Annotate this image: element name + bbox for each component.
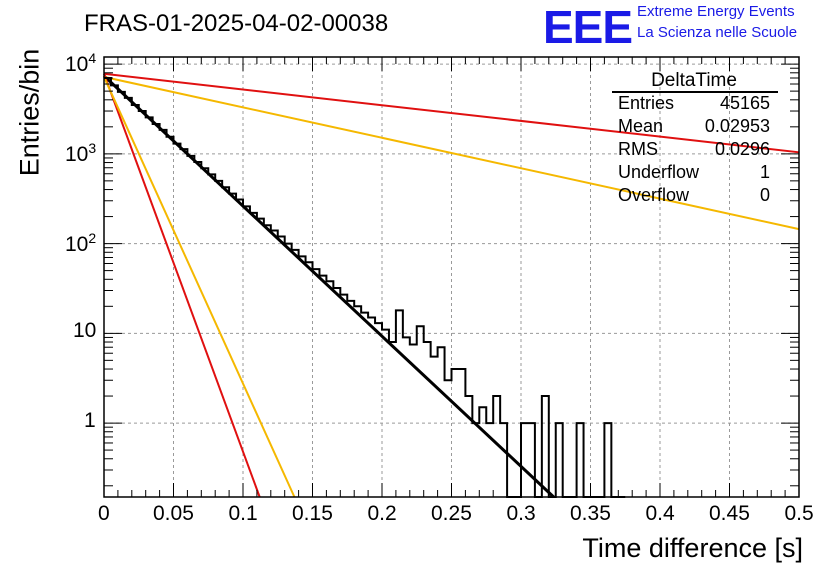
stats-label: Mean	[618, 116, 664, 136]
stats-label: Entries	[618, 93, 675, 113]
stats-row-overflow: Overflow 0	[618, 185, 770, 206]
histogram-steps	[104, 77, 626, 498]
stats-value: 0.02953	[704, 116, 770, 136]
series-red-slow	[103, 72, 800, 154]
page-title: FRAS-01-2025-04-02-00038	[84, 10, 389, 37]
series-fit	[102, 74, 555, 499]
series-red-fast	[103, 73, 261, 498]
x-tick-label: 0.4	[645, 502, 675, 525]
stats-label: Overflow	[618, 185, 690, 205]
x-tick-label: 0.45	[709, 502, 750, 525]
x-axis-label: Time difference [s]	[582, 533, 803, 563]
stats-value: 0.0296	[714, 139, 770, 159]
stats-label: RMS	[618, 139, 658, 159]
stats-title: DeltaTime	[651, 70, 737, 91]
series-yellow-fast	[103, 76, 296, 498]
y-tick-label: 103	[65, 139, 97, 166]
stats-label: Underflow	[618, 162, 700, 182]
y-tick-label: 102	[65, 229, 97, 256]
stats-value: 1	[759, 162, 770, 182]
histogram-layer	[104, 77, 626, 498]
logo-line-1: Extreme Energy Events	[637, 3, 795, 20]
stats-row-rms: RMS 0.0296	[618, 139, 770, 160]
axes	[103, 56, 800, 498]
y-tick-label: 10	[73, 319, 97, 343]
y-tick-label: 104	[65, 50, 97, 77]
x-tick-label: 0.5	[784, 502, 814, 525]
x-tick-label: 0	[98, 502, 110, 525]
x-tick-label: 0.3	[506, 502, 536, 525]
eee-logo: EEE	[543, 1, 633, 53]
stats-value: 0	[759, 185, 770, 205]
stats-value: 45165	[719, 93, 770, 113]
x-tick-label: 0.2	[367, 502, 397, 525]
stats-row-underflow: Underflow 1	[618, 162, 770, 183]
x-tick-label: 0.35	[570, 502, 611, 525]
stats-row-entries: Entries 45165	[618, 93, 770, 114]
logo-line-2: La Scienza nelle Scuole	[637, 24, 798, 41]
series-yellow-slow	[103, 75, 800, 231]
x-tick-label: 0.25	[431, 502, 472, 525]
y-tick-label: 1	[84, 409, 96, 433]
stats-row-mean: Mean 0.02953	[618, 116, 770, 137]
x-tick-label: 0.05	[153, 502, 194, 525]
x-tick-label: 0.1	[228, 502, 258, 525]
y-axis-label: Entries/bin	[14, 48, 45, 177]
series-layer	[102, 72, 800, 499]
x-tick-label: 0.15	[292, 502, 333, 525]
